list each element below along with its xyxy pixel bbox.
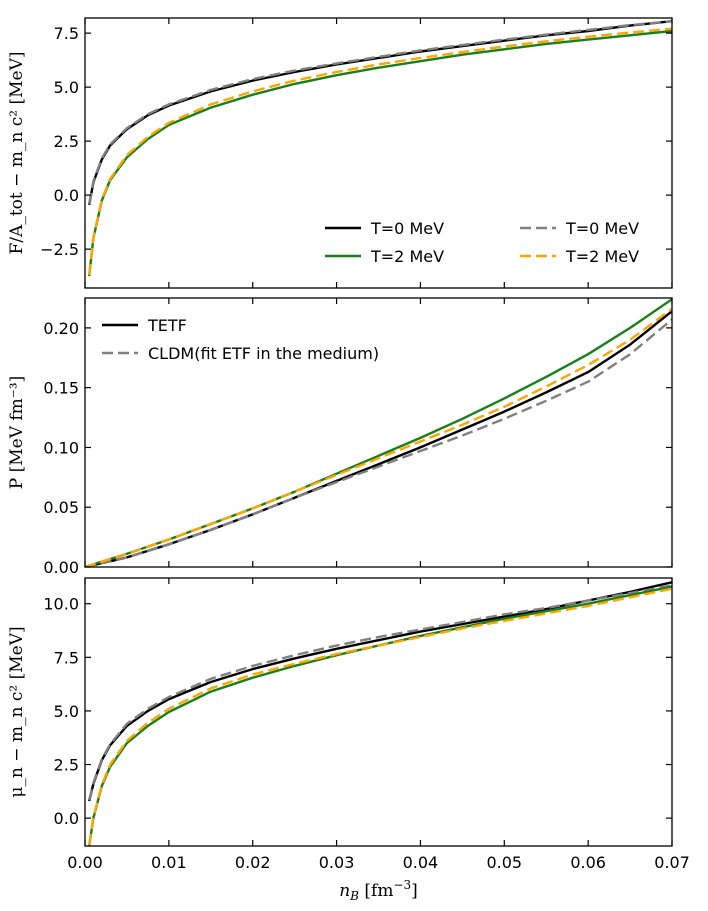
- series-group: [85, 298, 672, 567]
- x-tick-label: 0.03: [319, 853, 355, 872]
- panel-free-energy: −2.5 0.0 2.5 5.0 7.5 F/A_tot − m_n c² [MeV] T=…: [7, 17, 673, 289]
- series-line-black-solid: [88, 20, 672, 206]
- y-tick-label: 5.0: [54, 702, 79, 721]
- y-tick-label: 7.5: [54, 24, 79, 43]
- y-tick-label: 2.5: [54, 756, 79, 775]
- series-line-orange-dashed: [88, 587, 672, 846]
- x-tick-label: 0.00: [67, 853, 103, 872]
- x-tick-label: 0.05: [486, 853, 522, 872]
- y-tick-label: 0.10: [43, 438, 79, 457]
- x-tick-label: 0.06: [570, 853, 606, 872]
- plot-frame: [84, 17, 673, 289]
- x-tick-label: 0.07: [654, 853, 690, 872]
- legend-label: T=0 MeV: [370, 219, 444, 238]
- y-tick-label: 7.5: [54, 648, 79, 667]
- legend-label: T=2 MeV: [565, 247, 639, 266]
- y-tick-label: 5.0: [54, 78, 79, 97]
- y-tick-label: 10.0: [43, 595, 79, 614]
- series-line-gray-dashed: [88, 584, 672, 801]
- y-axis-label: μ_n − m_n c² [MeV]: [7, 626, 27, 797]
- y-tick-label: 0.20: [43, 319, 79, 338]
- y-tick-label: 0.0: [54, 809, 79, 828]
- legend-label: T=0 MeV: [565, 219, 639, 238]
- plot-frame: [84, 297, 673, 568]
- legend-label: CLDM(fit ETF in the medium): [148, 344, 379, 363]
- y-tick-label: −2.5: [40, 240, 79, 259]
- series-line-black-solid: [88, 581, 672, 802]
- legend-label: T=2 MeV: [370, 247, 444, 266]
- series-line-gray-dashed: [88, 20, 672, 205]
- y-axis-label: F/A_tot − m_n c² [MeV]: [7, 52, 27, 255]
- x-tick-label: 0.04: [403, 853, 439, 872]
- y-tick-label: 0.05: [43, 498, 79, 517]
- series-line-green-solid: [85, 298, 672, 567]
- series-line-gray-dashed: [85, 318, 672, 567]
- legend-label: TETF: [147, 316, 187, 335]
- series-line-green-solid: [88, 29, 672, 277]
- legend: TETF CLDM(fit ETF in the medium): [102, 316, 379, 363]
- series-line-orange-dashed: [85, 307, 672, 567]
- y-tick-label: 0.00: [43, 558, 79, 577]
- panel-chemical-potential: 0.0 2.5 5.0 7.5 10.0 0.00 0.01 0.02 0.03 0.04 0.05…: [7, 577, 690, 872]
- series-line-orange-dashed: [88, 27, 672, 276]
- y-tick-label: 2.5: [54, 132, 79, 151]
- panel-pressure: 0.00 0.05 0.10 0.15 0.20 P [MeV fm⁻³] TETF CLDM…: [7, 297, 673, 577]
- y-axis-label: P [MeV fm⁻³]: [7, 376, 27, 489]
- x-tick-label: 0.01: [151, 853, 187, 872]
- y-tick-label: 0.15: [43, 379, 79, 398]
- series-group: [88, 581, 672, 846]
- plot-frame: [84, 577, 673, 847]
- series-group: [88, 20, 672, 277]
- legend: T=0 MeV T=0 MeV T=2 MeV T=2 MeV: [325, 219, 639, 266]
- x-axis-label: nB [fm−3]: [339, 878, 418, 903]
- series-line-green-solid: [88, 585, 672, 846]
- x-tick-label: 0.02: [235, 853, 271, 872]
- y-tick-label: 0.0: [54, 186, 79, 205]
